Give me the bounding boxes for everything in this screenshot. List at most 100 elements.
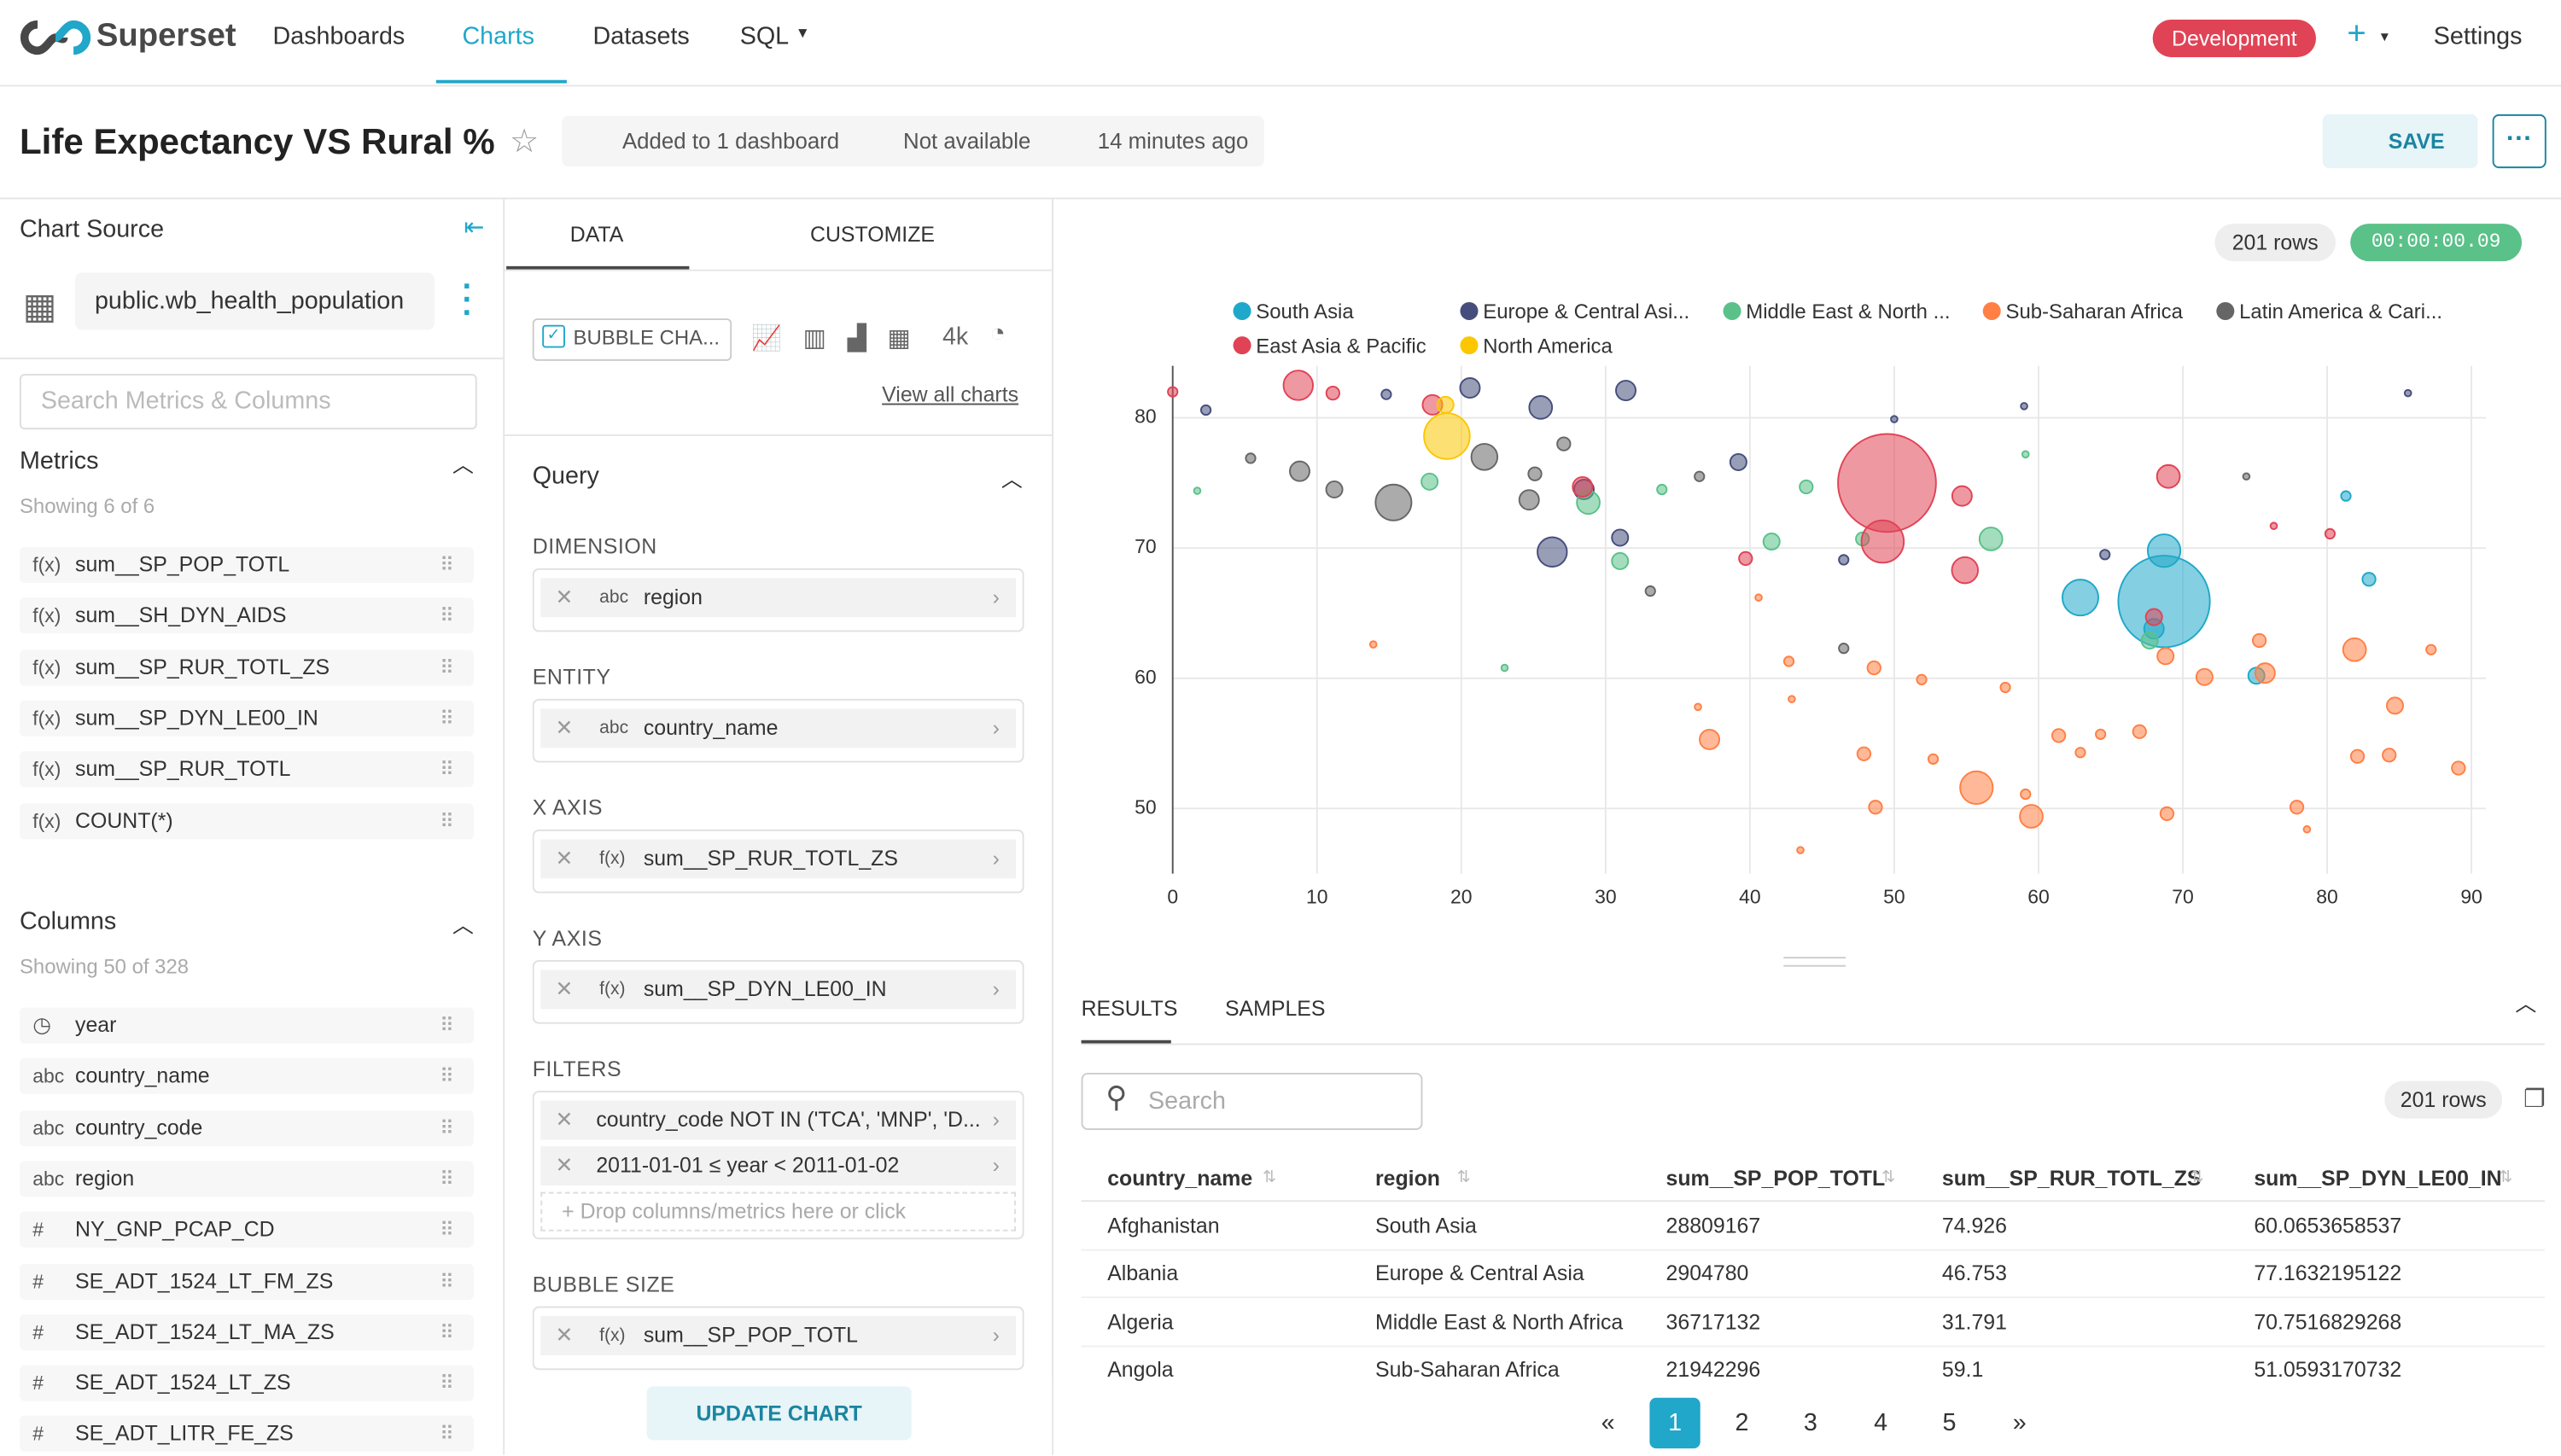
chevron[interactable]: ︿: [452, 451, 474, 477]
column-header[interactable]: sum__SP_POP_TOTL: [1666, 1166, 1886, 1191]
update-button[interactable]: UPDATE CHART: [646, 1386, 912, 1441]
viz-shortcuts[interactable]: 📈▥▟▦: [751, 324, 932, 353]
nav-item[interactable]: Charts: [462, 22, 534, 51]
column-header[interactable]: sum__SP_DYN_LE00_IN: [2254, 1166, 2502, 1191]
field-item[interactable]: abc region ⠿: [19, 1161, 474, 1197]
column-header[interactable]: country_name: [1107, 1166, 1253, 1191]
field-item[interactable]: # SE_ADT_LITR_FE_ZS ⠿: [19, 1416, 474, 1453]
chevron[interactable]: ︿: [2515, 991, 2537, 1016]
tab[interactable]: CUSTOMIZE: [809, 222, 936, 247]
page-button[interactable]: 4: [1874, 1409, 1888, 1437]
section-title[interactable]: Columns: [19, 907, 117, 936]
field-item[interactable]: f(x) sum__SH_DYN_AIDS ⠿: [19, 597, 474, 634]
view-all-link[interactable]: View all charts: [882, 381, 1019, 407]
legend-item[interactable]: Europe & Central Asi...: [1460, 300, 1689, 323]
legend-item[interactable]: Sub-Saharan Africa: [1982, 300, 2183, 323]
bubble: [2251, 632, 2267, 649]
field-item[interactable]: # NY_GNP_PCAP_CD ⠿: [19, 1212, 474, 1249]
field-item[interactable]: f(x) sum__SP_RUR_TOTL_ZS ⠿: [19, 649, 474, 685]
chevron[interactable]: ︿: [1000, 467, 1023, 492]
tab[interactable]: RESULTS: [1081, 996, 1178, 1021]
legend-item[interactable]: South Asia: [1233, 300, 1354, 323]
nav-item[interactable]: Dashboards: [272, 22, 405, 51]
x-tick-label: 10: [1306, 885, 1328, 907]
control-value[interactable]: ✕ f(x) sum__SP_POP_TOTL ›: [540, 1316, 1017, 1356]
collapse-button[interactable]: ⇤: [464, 213, 485, 242]
bubble: [1860, 519, 1905, 564]
column-header[interactable]: sum__SP_RUR_TOTL_ZS: [1941, 1166, 2202, 1191]
column-header[interactable]: region: [1374, 1166, 1440, 1191]
nav-item[interactable]: SQL: [739, 22, 790, 51]
legend-item[interactable]: Latin America & Cari...: [2216, 300, 2442, 323]
settings[interactable]: Settings: [2433, 22, 2523, 51]
env-badge: Development: [2152, 19, 2317, 57]
legend-swatch: [1233, 301, 1251, 321]
bubble: [1951, 556, 1980, 585]
favorite-star[interactable]: ☆: [509, 124, 540, 160]
legend-item[interactable]: Middle East & North ...: [1723, 300, 1951, 323]
field-item[interactable]: f(x) sum__SP_DYN_LE00_IN ⠿: [19, 700, 474, 737]
bubble: [2020, 788, 2032, 801]
page-button[interactable]: 5: [1942, 1409, 1957, 1437]
control-value[interactable]: ✕ country_code NOT IN ('TCA', 'MNP', 'D..…: [540, 1100, 1017, 1140]
x-tick-label: 60: [2027, 885, 2050, 907]
page-button[interactable]: 3: [1803, 1409, 1817, 1437]
drag-handle: ⠿: [440, 1014, 454, 1037]
chart-title[interactable]: Life Expectancy VS Rural %: [19, 120, 495, 162]
control-value[interactable]: ✕ f(x) sum__SP_DYN_LE00_IN ›: [540, 970, 1017, 1010]
row-count: 201 rows: [2214, 224, 2336, 262]
chevron[interactable]: ︿: [452, 912, 474, 938]
page-button[interactable]: 2: [1735, 1409, 1749, 1437]
save-button[interactable]: SAVE: [2322, 114, 2478, 169]
field-item[interactable]: # SE_ADT_1524_LT_MA_ZS ⠿: [19, 1313, 474, 1350]
owner-info: Not available: [903, 129, 1031, 154]
copy-button[interactable]: ❐: [2523, 1086, 2546, 1114]
field-item[interactable]: abc country_name ⠿: [19, 1058, 474, 1095]
field-item[interactable]: f(x) COUNT(*) ⠿: [19, 802, 474, 839]
new-button[interactable]: +: [2347, 16, 2366, 53]
search-box[interactable]: [1081, 1073, 1423, 1130]
dataset-icon: ▦: [22, 285, 57, 327]
page-button[interactable]: «: [1601, 1409, 1615, 1437]
field-item[interactable]: # SE_ADT_1524_LT_FM_ZS ⠿: [19, 1262, 474, 1300]
field-name: year: [75, 1012, 117, 1037]
viz-shortcut[interactable]: ◔: [989, 320, 1006, 348]
control-label: BUBBLE SIZE: [532, 1272, 675, 1297]
search-icon: ⚲: [1105, 1080, 1128, 1114]
more-button[interactable]: ···: [2492, 114, 2546, 169]
control-value[interactable]: ✕ abc country_name ›: [540, 708, 1017, 748]
tab[interactable]: SAMPLES: [1224, 996, 1326, 1021]
page-button[interactable]: »: [2012, 1409, 2027, 1437]
nav-item[interactable]: Datasets: [592, 22, 690, 51]
field-item[interactable]: abc country_code ⠿: [19, 1109, 474, 1146]
legend-label: South Asia: [1256, 300, 1354, 323]
tab[interactable]: DATA: [569, 222, 624, 247]
field-item[interactable]: f(x) sum__SP_RUR_TOTL ⠿: [19, 751, 474, 788]
legend-item[interactable]: East Asia & Pacific: [1233, 335, 1426, 358]
field-item[interactable]: f(x) sum__SP_POP_TOTL ⠿: [19, 546, 474, 584]
section-title[interactable]: Metrics: [19, 447, 99, 475]
control-value[interactable]: ✕ abc region ›: [540, 578, 1017, 618]
page-button[interactable]: 1: [1649, 1397, 1701, 1449]
viz-shortcut[interactable]: 4k: [942, 323, 969, 352]
resize-handle[interactable]: [1783, 957, 1846, 967]
bubble: [1644, 585, 1656, 597]
chevron: ›: [992, 846, 1000, 871]
dashboards-info[interactable]: Added to 1 dashboard: [621, 129, 840, 154]
field-item[interactable]: # SE_ADT_1524_LT_ZS ⠿: [19, 1365, 474, 1401]
brand[interactable]: Superset: [96, 18, 236, 55]
bubble: [1738, 550, 1753, 567]
drop-hint[interactable]: + Drop columns/metrics here or click: [540, 1191, 1017, 1232]
viz-selector[interactable]: [532, 318, 732, 361]
dataset-name[interactable]: public.wb_health_population: [75, 272, 435, 330]
bubble: [1282, 370, 1314, 401]
control-value[interactable]: ✕ 2011-01-01 ≤ year < 2011-01-02 ›: [540, 1146, 1017, 1186]
control-value[interactable]: ✕ f(x) sum__SP_RUR_TOTL_ZS ›: [540, 839, 1017, 879]
legend-swatch: [1982, 301, 2001, 321]
search-input[interactable]: Search Metrics & Columns: [19, 374, 477, 430]
field-item[interactable]: ◷ year ⠿: [19, 1007, 474, 1044]
legend-item[interactable]: North America: [1460, 335, 1613, 358]
bubble: [1421, 472, 1439, 491]
control-label: X AXIS: [532, 795, 603, 820]
section-title[interactable]: Query: [532, 462, 599, 490]
